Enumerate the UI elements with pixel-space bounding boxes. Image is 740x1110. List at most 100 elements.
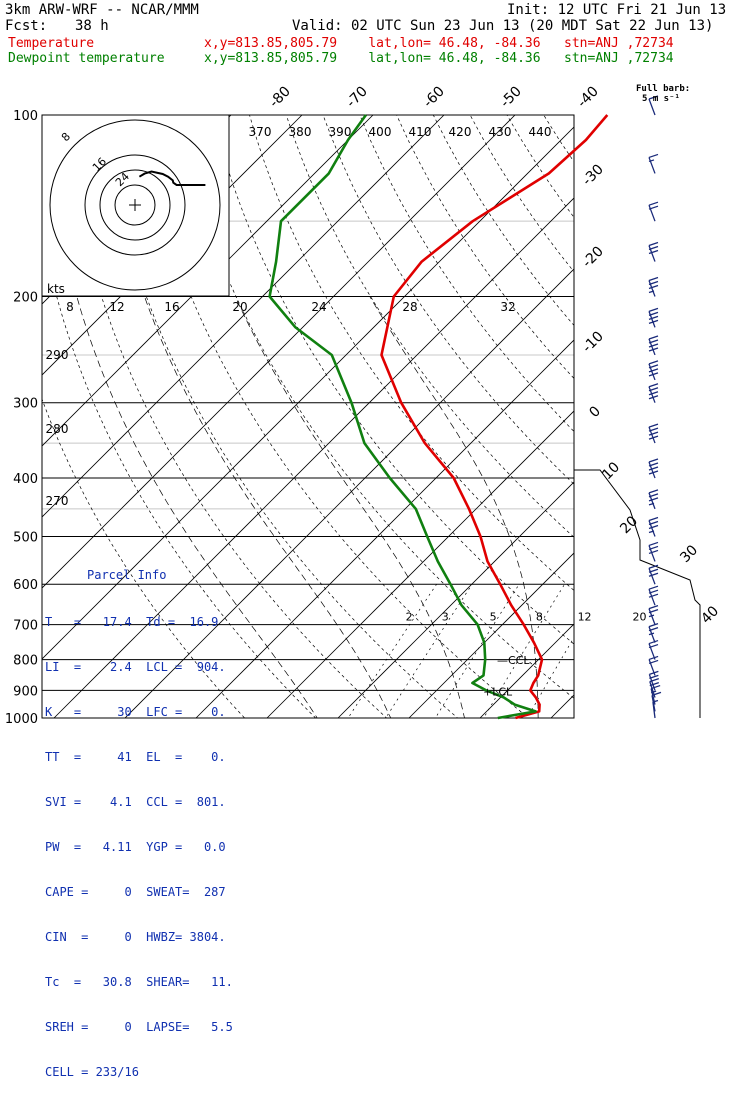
dry-adiabat-line (580, 115, 740, 731)
wind-barb (649, 517, 658, 536)
isotherm-label: -60 (420, 83, 447, 110)
theta-label: 430 (489, 125, 512, 139)
parcel-row: CIN = 0 HWBZ= 3804. (45, 930, 247, 945)
wind-barb-flag (649, 278, 658, 281)
wind-barb (649, 606, 658, 625)
isotherm-label: -80 (266, 83, 293, 110)
dry-adiabat-line (507, 115, 740, 731)
model-title: 3km ARW-WRF -- NCAR/MMM (5, 3, 199, 17)
parcel-row: LI = 2.4 LCL = 904. (45, 660, 247, 675)
pressure-tick-label: 100 (13, 109, 38, 124)
wind-barb-flag (649, 361, 658, 364)
wind-barb-flag (649, 490, 658, 493)
theta-label-left: 290 (46, 348, 69, 362)
pressure-tick-label: 200 (13, 291, 38, 306)
parcel-info-panel: Parcel Info T = 17.4 Td = 16.9 LI = 2.4 … (45, 538, 247, 1110)
wind-barb (649, 565, 658, 584)
dewpoint-location: x,y=813.85,805.79 lat,lon= 46.48, -84.36… (204, 52, 674, 66)
wind-barb-flag (649, 308, 658, 311)
isotherm-label: -20 (579, 243, 606, 270)
parcel-row: CAPE = 0 SWEAT= 287 (45, 885, 247, 900)
dry-adiabat-line (728, 115, 740, 731)
dry-adiabat-line (286, 115, 740, 731)
wind-barb (649, 542, 658, 561)
pressure-tick-label: 1000 (5, 712, 38, 727)
wind-barb (649, 361, 658, 380)
pressure-tick-label: 800 (13, 654, 38, 669)
wind-barb-flag (649, 459, 658, 462)
hodograph-unit-label: kts (47, 282, 65, 296)
temperature-profile (382, 115, 608, 718)
wind-barb-flag (649, 517, 658, 520)
wind-barb-flag (649, 424, 658, 427)
barb-legend-title: Full barb: (636, 85, 690, 94)
wind-barb-flag (649, 542, 658, 545)
isotherm-label: 0 (586, 403, 604, 421)
moist-adiabat-line (680, 297, 740, 731)
isotherm-line (267, 115, 740, 718)
mixing-ratio-label: 2 (406, 611, 413, 624)
parcel-row: K = 30 LFC = 0. (45, 705, 247, 720)
wind-barb-flag (649, 336, 658, 339)
wind-barb-flag (649, 243, 658, 246)
hodograph-x-tick-label: 20 (232, 300, 247, 314)
wind-barb (649, 586, 658, 605)
mixing-ratio-label: 8 (536, 611, 543, 624)
hodograph-x-tick-label: 16 (164, 300, 179, 314)
dry-adiabat-line (360, 115, 740, 731)
wind-barb-flag (649, 384, 658, 387)
temperature-location: x,y=813.85,805.79 lat,lon= 46.48, -84.36… (204, 37, 674, 51)
theta-label: 390 (329, 125, 352, 139)
wind-barb (649, 154, 658, 173)
theta-label-left: 280 (46, 422, 69, 436)
parcel-row: SVI = 4.1 CCL = 801. (45, 795, 247, 810)
hodograph-x-tick-label: 32 (500, 300, 515, 314)
theta-label: 380 (289, 125, 312, 139)
moist-adiabat-line (576, 297, 630, 731)
hodograph-x-tick-label: 24 (311, 300, 326, 314)
theta-label: 440 (529, 125, 552, 139)
parcel-row: PW = 4.11 YGP = 0.0 (45, 840, 247, 855)
pressure-tick-label: 300 (13, 397, 38, 412)
init-time: Init: 12 UTC Fri 21 Jun 13 (507, 3, 726, 17)
isotherm-line (338, 115, 740, 718)
wind-barb (649, 459, 658, 478)
dry-adiabat-line (397, 115, 740, 731)
wind-barb (649, 336, 658, 355)
mixing-ratio-label: 5 (490, 611, 497, 624)
ccl-marker: —CCL (497, 654, 530, 667)
pressure-tick-label: 900 (13, 684, 38, 699)
isotherm-label: -10 (579, 328, 606, 355)
wind-barb (649, 624, 658, 643)
isotherm-label: -70 (343, 83, 370, 110)
dry-adiabat-line (433, 115, 740, 731)
isotherm-label: -30 (579, 161, 606, 188)
wind-barb (649, 243, 658, 262)
dry-adiabat-line (544, 115, 740, 731)
dewpoint-legend: Dewpoint temperature (8, 52, 165, 66)
theta-label: 400 (369, 125, 392, 139)
isotherm-label: -40 (574, 83, 601, 110)
mixing-ratio-label: 12 (578, 611, 592, 624)
wind-barb-flag (649, 624, 658, 627)
mixing-ratio-label: 20 (633, 611, 647, 624)
parcel-info-title: Parcel Info (45, 568, 247, 583)
temperature-legend: Temperature (8, 37, 94, 51)
wind-barb (649, 202, 658, 221)
pressure-tick-label: 600 (13, 578, 38, 593)
pressure-tick-label: 500 (13, 530, 38, 545)
isotherm-line (480, 115, 740, 718)
dry-adiabat-line (617, 115, 740, 731)
dry-adiabat-line (654, 115, 740, 731)
parcel-row: CELL = 233/16 (45, 1065, 247, 1080)
isotherm-label: 10 (599, 459, 623, 483)
isotherm-label: -50 (497, 83, 524, 110)
theta-label-left: 270 (46, 494, 69, 508)
hodograph-x-tick-label: 28 (402, 300, 417, 314)
mixing-ratio-line (578, 584, 660, 731)
wind-barb (649, 424, 658, 443)
parcel-row: T = 17.4 Td = 16.9 (45, 615, 247, 630)
hodograph-x-tick-label: 12 (109, 300, 124, 314)
isotherm-label: 40 (698, 603, 722, 627)
